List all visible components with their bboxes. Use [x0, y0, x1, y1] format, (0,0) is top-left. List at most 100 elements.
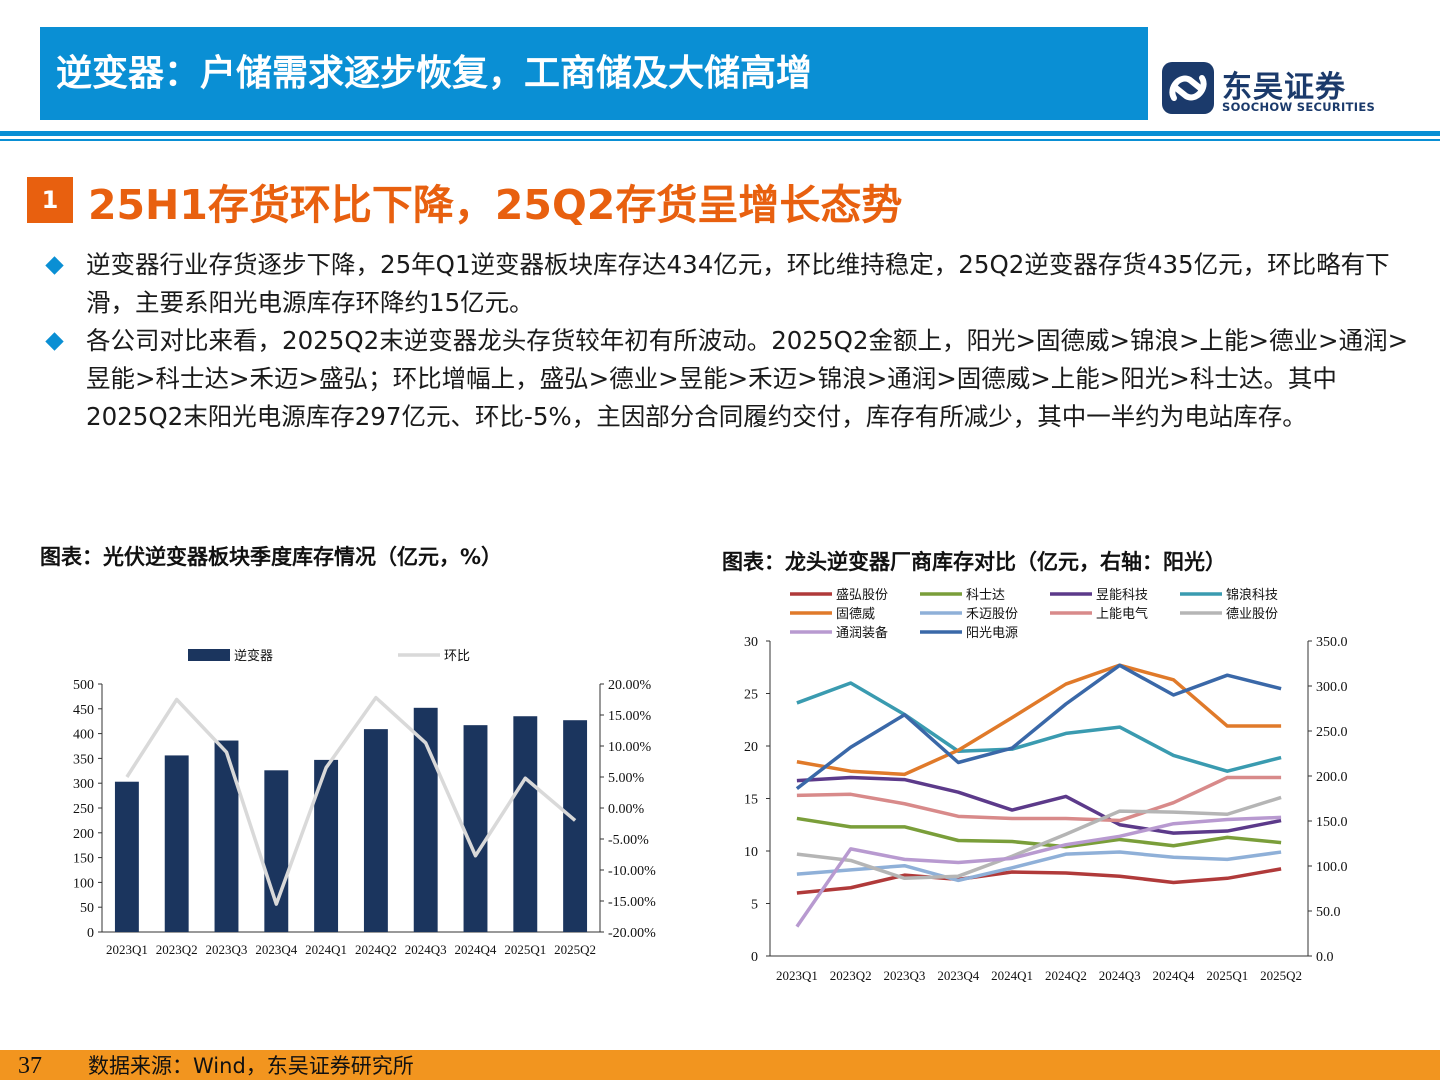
- left-tick-label: 150: [73, 852, 94, 867]
- page-title: 逆变器：户储需求逐步恢复，工商储及大储高增: [56, 53, 813, 94]
- right-tick-label: 250.0: [1316, 725, 1348, 740]
- x-tick-label: 2023Q3: [884, 968, 926, 983]
- right-tick-label: 5.00%: [608, 771, 645, 786]
- x-tick-label: 2023Q2: [156, 942, 198, 957]
- right-tick-label: 300.0: [1316, 680, 1348, 695]
- bar: [214, 740, 239, 932]
- left-tick-label: 0: [87, 926, 94, 941]
- x-tick-label: 2023Q4: [937, 968, 979, 983]
- bar: [563, 720, 588, 932]
- bar: [314, 759, 339, 932]
- right-tick-label: 0.00%: [608, 802, 645, 817]
- legend-label: 昱能科技: [1096, 587, 1148, 602]
- legend-label: 禾迈股份: [966, 606, 1018, 621]
- header-rule-thin: [0, 139, 1440, 141]
- inventory-bar-chart: 0 50 100 150 200 250 300 350 400 450 500 -20.00% -15…: [73, 648, 656, 957]
- bullet-text: 各公司对比来看，2025Q2末逆变器龙头存货较年初有所波动。2025Q2金额上，…: [86, 326, 1409, 431]
- left-tick-label: 20: [744, 740, 758, 755]
- series-line: [796, 775, 1282, 823]
- right-tick-label: 15.00%: [608, 709, 652, 724]
- left-tick-label: 100: [73, 876, 94, 891]
- x-tick-label: 2025Q2: [1260, 968, 1302, 983]
- legend-label: 逆变器: [234, 648, 273, 663]
- bullet-list: 逆变器行业存货逐步下降，25年Q1逆变器板块库存达434亿元，环比维持稳定，25…: [44, 246, 1429, 436]
- left-tick-label: 250: [73, 802, 94, 817]
- section-number-badge: 1: [27, 177, 73, 223]
- legend-label: 锦浪科技: [1226, 587, 1278, 602]
- chart2-title: 图表：龙头逆变器厂商库存对比（亿元，右轴：阳光）: [722, 550, 1226, 574]
- right-tick-label: 0.0: [1316, 950, 1334, 965]
- left-tick-label: 350: [73, 752, 94, 767]
- bullet-item: 各公司对比来看，2025Q2末逆变器龙头存货较年初有所波动。2025Q2金额上，…: [44, 322, 1429, 436]
- x-tick-label: 2023Q4: [255, 942, 297, 957]
- x-tick-label: 2024Q1: [991, 968, 1033, 983]
- x-tick-label: 2023Q1: [776, 968, 818, 983]
- bar: [164, 755, 189, 932]
- page-number: 37: [18, 1053, 42, 1079]
- left-tick-label: 30: [744, 635, 758, 650]
- x-tick-label: 2023Q1: [106, 942, 148, 957]
- x-tick-label: 2024Q2: [355, 942, 397, 957]
- x-tick-label: 2024Q2: [1045, 968, 1087, 983]
- right-tick-label: 20.00%: [608, 678, 652, 693]
- right-tick-label: -15.00%: [608, 895, 656, 910]
- title-bar: 逆变器：户储需求逐步恢复，工商储及大储高增: [40, 27, 1148, 120]
- diamond-bullet-icon: [45, 332, 64, 351]
- series-line: [796, 795, 1282, 881]
- legend-label: 上能电气: [1096, 606, 1148, 621]
- right-tick-label: 200.0: [1316, 770, 1348, 785]
- right-tick-label: -10.00%: [608, 864, 656, 879]
- logo-en-text: SOOCHOW SECURITIES: [1222, 100, 1376, 114]
- left-tick-label: 25: [744, 688, 758, 703]
- left-tick-label: 500: [73, 678, 94, 693]
- header-rule: [0, 131, 1440, 136]
- x-tick-label: 2025Q1: [504, 942, 546, 957]
- legend-label: 固德威: [836, 606, 875, 621]
- right-tick-label: 100.0: [1316, 860, 1348, 875]
- left-tick-label: 400: [73, 728, 94, 743]
- left-tick-label: 300: [73, 777, 94, 792]
- legend-swatch-bar: [188, 649, 230, 661]
- legend-label: 科士达: [966, 587, 1005, 602]
- series-line-mom: [125, 695, 577, 906]
- chart1-title: 图表：光伏逆变器板块季度库存情况（亿元，%）: [40, 545, 503, 569]
- right-tick-label: -20.00%: [608, 926, 656, 941]
- x-tick-label: 2023Q2: [830, 968, 872, 983]
- series-line: [795, 815, 1282, 928]
- x-tick-label: 2023Q3: [206, 942, 248, 957]
- legend-label: 盛弘股份: [836, 587, 888, 602]
- right-tick-label: 50.0: [1316, 905, 1341, 920]
- series-line: [796, 663, 1282, 777]
- footer-bar: [0, 1050, 1440, 1080]
- bar: [363, 729, 388, 932]
- left-tick-label: 50: [80, 901, 94, 916]
- series-line: [796, 775, 1282, 835]
- soochow-logo-icon: [1162, 62, 1214, 114]
- series-line: [795, 663, 1282, 790]
- series-line: [796, 681, 1282, 773]
- left-tick-label: 15: [744, 793, 758, 808]
- x-tick-label: 2025Q2: [554, 942, 596, 957]
- x-tick-label: 2024Q3: [1099, 968, 1141, 983]
- left-tick-label: 10: [744, 845, 758, 860]
- bar: [463, 725, 488, 932]
- left-tick-label: 0: [751, 950, 758, 965]
- legend-label: 阳光电源: [966, 625, 1018, 640]
- x-tick-label: 2025Q1: [1206, 968, 1248, 983]
- diamond-bullet-icon: [45, 256, 64, 275]
- series-line: [796, 867, 1282, 895]
- left-tick-label: 200: [73, 827, 94, 842]
- bar: [413, 707, 438, 932]
- bullet-text: 逆变器行业存货逐步下降，25年Q1逆变器板块库存达434亿元，环比维持稳定，25…: [86, 250, 1390, 317]
- left-tick-label: 5: [751, 898, 758, 913]
- bullet-item: 逆变器行业存货逐步下降，25年Q1逆变器板块库存达434亿元，环比维持稳定，25…: [44, 246, 1429, 322]
- right-tick-label: 350.0: [1316, 635, 1348, 650]
- legend-label: 德业股份: [1226, 606, 1278, 621]
- legend-label: 通润装备: [836, 625, 888, 640]
- right-tick-label: 150.0: [1316, 815, 1348, 830]
- right-tick-label: 10.00%: [608, 740, 652, 755]
- bar: [264, 770, 289, 932]
- x-tick-label: 2024Q1: [305, 942, 347, 957]
- left-tick-label: 450: [73, 703, 94, 718]
- x-tick-label: 2024Q3: [405, 942, 447, 957]
